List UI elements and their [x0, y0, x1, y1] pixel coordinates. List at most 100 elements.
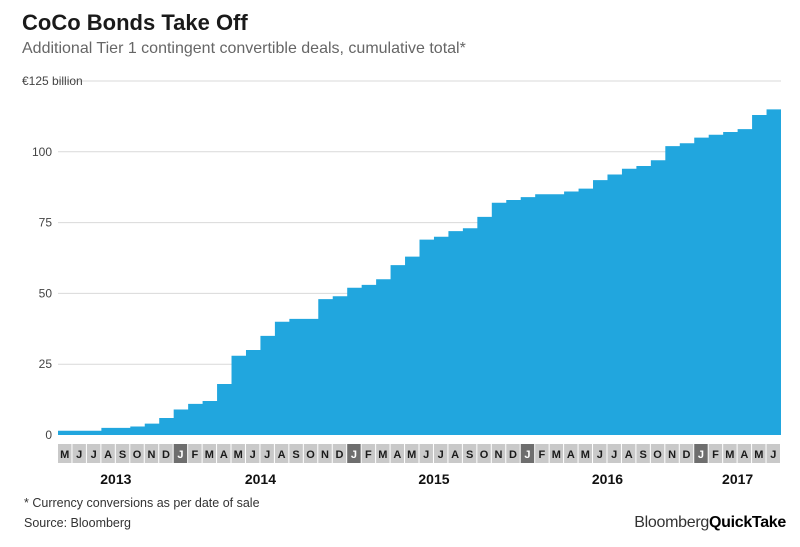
month-cell	[477, 444, 491, 463]
chart-title: CoCo Bonds Take Off	[22, 10, 248, 35]
month-label: J	[91, 449, 97, 461]
month-label: O	[133, 449, 142, 461]
month-cell	[491, 444, 506, 463]
month-cell	[217, 444, 231, 463]
month-cell	[593, 444, 607, 463]
month-cell	[737, 444, 752, 463]
year-axis: 2013 2014 2015 2016 2017	[100, 471, 753, 487]
y-tick-label: 75	[39, 216, 53, 230]
month-label: D	[683, 449, 691, 461]
month-label: F	[192, 449, 199, 461]
month-cell	[303, 444, 318, 463]
month-label: J	[76, 449, 82, 461]
month-label: M	[754, 449, 763, 461]
month-cell	[231, 444, 245, 463]
month-cell	[433, 444, 448, 463]
month-cell	[665, 444, 679, 463]
month-label: J	[351, 449, 357, 461]
year-label: 2017	[722, 471, 753, 487]
month-label: A	[567, 449, 575, 461]
month-label: F	[539, 449, 546, 461]
month-cell	[549, 444, 564, 463]
month-label: N	[668, 449, 676, 461]
month-cell	[578, 444, 593, 463]
month-label: O	[653, 449, 662, 461]
year-label: 2016	[592, 471, 623, 487]
month-label: J	[438, 449, 444, 461]
month-cell	[289, 444, 303, 463]
month-label: F	[365, 449, 372, 461]
month-label: M	[234, 449, 243, 461]
month-label: M	[205, 449, 214, 461]
month-cell	[723, 444, 737, 463]
chart-subtitle: Additional Tier 1 contingent convertible…	[22, 40, 466, 57]
month-cell	[535, 444, 549, 463]
month-cell	[390, 444, 405, 463]
month-cell	[245, 444, 260, 463]
month-label: A	[278, 449, 286, 461]
year-label: 2013	[100, 471, 131, 487]
year-label: 2014	[245, 471, 276, 487]
y-axis-ticks: 0 25 50 75 100 €125 billion	[22, 74, 83, 442]
source-note: Source: Bloomberg	[24, 516, 132, 530]
month-cell	[173, 444, 188, 463]
month-label: A	[451, 449, 459, 461]
month-cell	[361, 444, 376, 463]
y-tick-label: €125 billion	[22, 74, 83, 88]
month-cell	[462, 444, 477, 463]
month-label: J	[698, 449, 704, 461]
month-label: J	[250, 449, 256, 461]
month-cell	[115, 444, 130, 463]
month-cell	[520, 444, 535, 463]
month-label: M	[552, 449, 561, 461]
month-label: J	[611, 449, 617, 461]
month-cell	[694, 444, 708, 463]
month-cell	[621, 444, 636, 463]
area-series	[58, 109, 781, 435]
month-label: M	[407, 449, 416, 461]
month-label: A	[220, 449, 228, 461]
month-label: J	[264, 449, 270, 461]
month-cell	[347, 444, 361, 463]
month-cell	[419, 444, 433, 463]
month-cell	[679, 444, 694, 463]
brand-part-quicktake: QuickTake	[708, 514, 786, 531]
month-cell	[58, 444, 72, 463]
month-label: M	[725, 449, 734, 461]
y-tick-label: 25	[39, 357, 53, 371]
month-label: M	[378, 449, 387, 461]
month-label: N	[148, 449, 156, 461]
month-label: S	[292, 449, 299, 461]
month-cell	[130, 444, 144, 463]
month-cell	[318, 444, 332, 463]
month-cell	[650, 444, 665, 463]
month-label: S	[119, 449, 126, 461]
month-label: F	[712, 449, 719, 461]
month-label: J	[524, 449, 530, 461]
month-cell	[202, 444, 217, 463]
month-cell	[636, 444, 650, 463]
month-cell	[188, 444, 202, 463]
month-cell	[260, 444, 274, 463]
month-cell	[159, 444, 173, 463]
month-cell	[376, 444, 390, 463]
month-label: S	[639, 449, 646, 461]
month-cell	[607, 444, 621, 463]
month-cell	[708, 444, 723, 463]
brand-part-bloomberg: Bloomberg	[634, 514, 709, 531]
month-cell	[564, 444, 578, 463]
month-label: M	[581, 449, 590, 461]
month-cell	[72, 444, 86, 463]
month-label: A	[104, 449, 112, 461]
month-label: N	[495, 449, 503, 461]
brand-logo: BloombergQuickTake	[634, 514, 786, 532]
month-label: S	[466, 449, 473, 461]
month-label: M	[60, 449, 69, 461]
month-cell	[448, 444, 462, 463]
month-label: D	[162, 449, 170, 461]
month-cell	[405, 444, 419, 463]
month-label: O	[306, 449, 315, 461]
month-label: D	[335, 449, 343, 461]
